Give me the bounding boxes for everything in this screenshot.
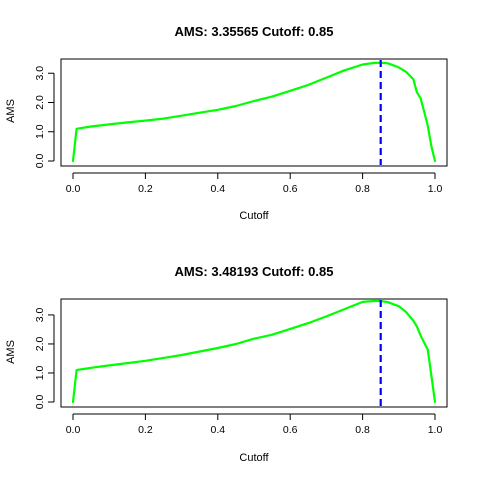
- panel-2-x-tick-label: 1.0: [428, 424, 443, 436]
- panel-2-y-tick-label: 2.0: [34, 337, 46, 352]
- panel-2-title: AMS: 3.48193 Cutoff: 0.85: [175, 264, 334, 279]
- panel-1-x-tick-label: 0.6: [283, 183, 298, 195]
- panel-2-y-tick-label: 0.0: [34, 395, 46, 410]
- panel-1-x-tick-label: 0.2: [138, 183, 153, 195]
- panel-1-title: AMS: 3.35565 Cutoff: 0.85: [175, 24, 334, 39]
- panel-2-x-tick-label: 0.8: [355, 424, 370, 436]
- panel-1-y-tick-label: 2.0: [34, 95, 46, 110]
- panel-2-x-tick-label: 0.6: [283, 424, 298, 436]
- panel-2-y-tick-label: 1.0: [34, 366, 46, 381]
- panel-1-ams-curve: [71, 61, 437, 163]
- panel-1-y-axis-label: AMS: [5, 99, 17, 123]
- panel-1-x-tick-label: 1.0: [428, 183, 443, 195]
- panel-1-y-tick-label: 0.0: [34, 154, 46, 169]
- panel-1-y-tick-label: 3.0: [34, 66, 46, 81]
- panel-1-y-tick-label: 1.0: [34, 124, 46, 139]
- panel-2-x-tick-label: 0.2: [138, 424, 153, 436]
- panel-1-x-axis-label: Cutoff: [239, 210, 269, 222]
- chart-panel-2: AMS: 3.48193 Cutoff: 0.85 Cutoff AMS 0.0…: [5, 264, 448, 464]
- panel-2-y-axis-label: AMS: [5, 340, 17, 364]
- panel-1-plot-frame: [60, 58, 448, 167]
- panel-2-x-axis-label: Cutoff: [239, 452, 269, 464]
- panel-1-x-tick-label: 0.8: [355, 183, 370, 195]
- panel-2-plot-frame: [60, 298, 448, 408]
- panel-2-y-tick-label: 3.0: [34, 307, 46, 322]
- panel-1-x-tick-label: 0.0: [66, 183, 81, 195]
- panel-2-x-tick-label: 0.4: [210, 424, 225, 436]
- chart-panel-1: AMS: 3.35565 Cutoff: 0.85 Cutoff AMS 0.0…: [5, 24, 448, 222]
- panel-1-x-tick-label: 0.4: [210, 183, 225, 195]
- panel-2-x-tick-label: 0.0: [66, 424, 81, 436]
- panel-2-ams-curve: [71, 299, 437, 404]
